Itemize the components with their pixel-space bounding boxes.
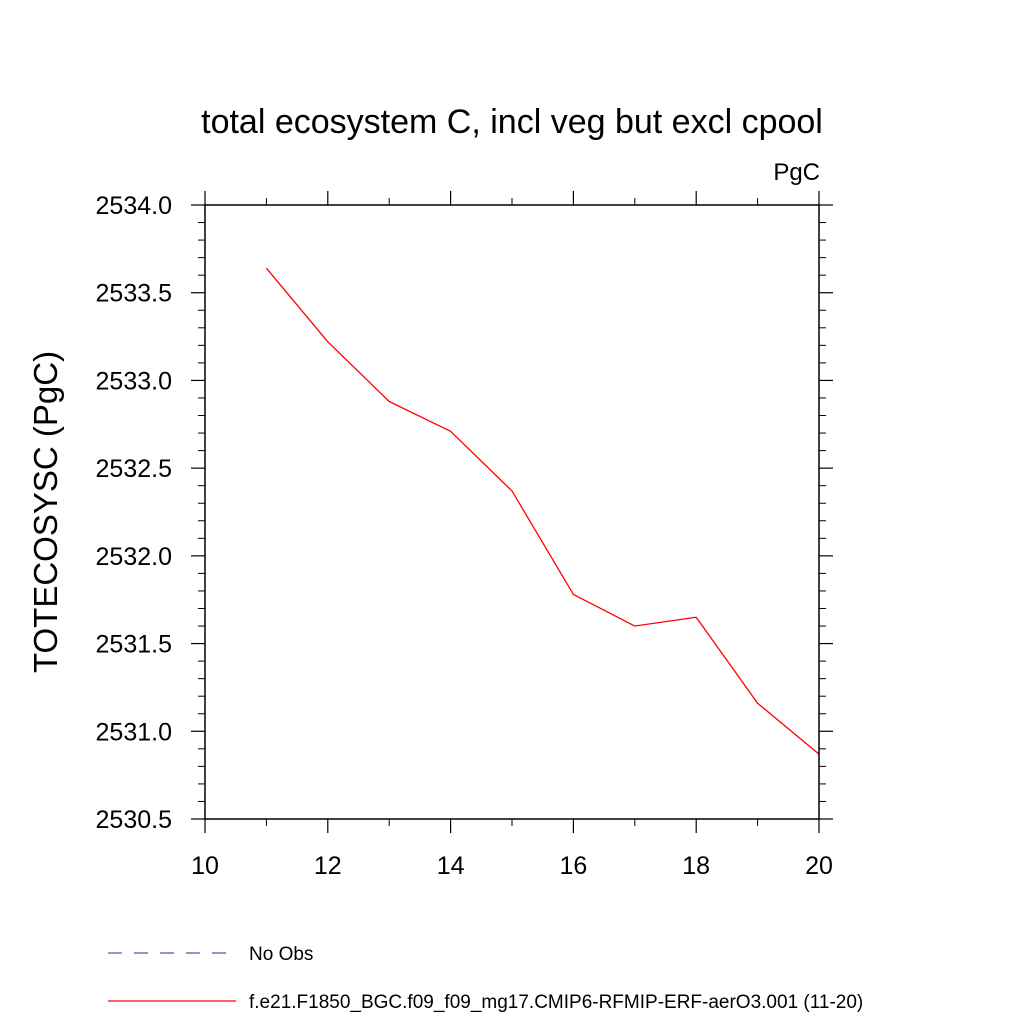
legend: No Obs f.e21.F1850_BGC.f09_f09_mg17.CMIP… [108,944,863,1013]
y-tick-label: 2533.0 [96,367,172,395]
y-tick-label: 2531.5 [96,631,172,659]
y-tick-labels: 2530.5 2531.0 2531.5 2532.0 2532.5 2533.0 2533… [96,192,172,834]
y-axis-label: TOTECOSYSC (PgC) [27,351,64,673]
y-tick-label: 2530.5 [96,806,172,834]
x-tick-label: 18 [682,852,710,880]
x-tick-labels: 10 12 14 16 18 20 [191,852,833,880]
legend-label-no-obs: No Obs [249,944,313,965]
y-tick-label: 2532.5 [96,455,172,483]
major-ticks [191,191,833,833]
legend-label-model-run: f.e21.F1850_BGC.f09_f09_mg17.CMIP6-RFMIP… [249,992,863,1013]
units-label: PgC [773,159,820,186]
y-tick-label: 2531.0 [96,718,172,746]
minor-ticks [198,198,826,826]
chart-title: total ecosystem C, incl veg but excl cpo… [201,103,823,141]
x-tick-label: 12 [314,852,342,880]
series-lines [265,267,820,755]
x-tick-label: 14 [437,852,465,880]
y-tick-label: 2534.0 [96,192,172,220]
x-tick-label: 20 [805,852,833,880]
y-tick-label: 2532.0 [96,543,172,571]
plot-frame [204,204,820,820]
x-tick-label: 10 [191,852,219,880]
series-line-1 [265,267,820,755]
x-tick-label: 16 [559,852,587,880]
y-tick-label: 2533.5 [96,280,172,308]
